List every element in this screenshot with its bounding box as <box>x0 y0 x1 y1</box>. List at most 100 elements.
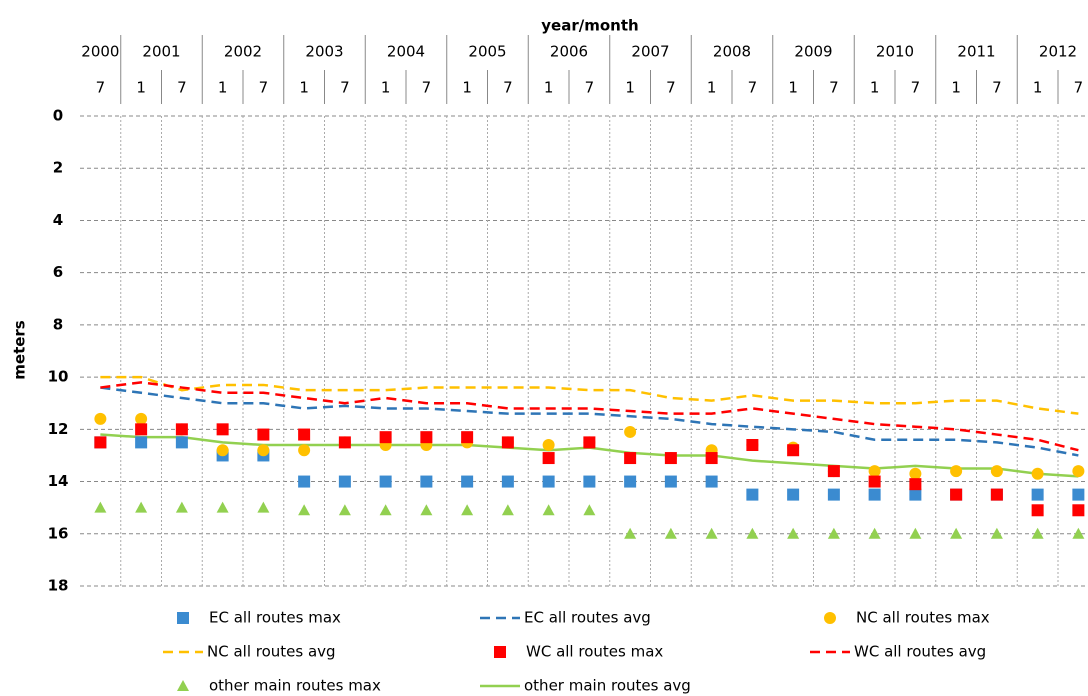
y-tick-label: 14 <box>48 472 69 490</box>
square-marker <box>705 475 718 488</box>
square-marker <box>338 436 351 449</box>
square-marker <box>94 436 107 449</box>
triangle-marker <box>135 501 148 513</box>
dashed-line <box>100 381 1079 452</box>
triangle-marker <box>94 501 107 513</box>
y-tick-label: 6 <box>53 263 63 281</box>
circle-marker <box>950 465 963 478</box>
square-marker <box>583 475 596 488</box>
square-marker <box>1072 488 1085 501</box>
month-label: 1 <box>544 79 554 97</box>
month-label: 1 <box>625 79 635 97</box>
month-label: 7 <box>340 79 350 97</box>
triangle-marker <box>257 501 270 513</box>
square-marker <box>1072 504 1085 517</box>
square-marker <box>787 488 800 501</box>
year-label: 2003 <box>305 43 343 61</box>
square-marker <box>827 465 840 478</box>
triangle-marker <box>1031 527 1044 539</box>
square-marker <box>175 436 188 449</box>
month-label: 1 <box>381 79 391 97</box>
legend-label: NC all routes avg <box>207 643 336 661</box>
year-label: 2010 <box>876 43 914 61</box>
square-marker <box>827 488 840 501</box>
square-marker <box>216 423 229 436</box>
square-marker <box>501 475 514 488</box>
month-label: 7 <box>585 79 595 97</box>
y-tick-label: 4 <box>53 211 63 229</box>
square-marker <box>338 475 351 488</box>
square-marker <box>177 612 189 624</box>
triangle-marker <box>461 504 474 516</box>
square-marker <box>494 646 506 658</box>
month-label: 1 <box>462 79 472 97</box>
month-label: 1 <box>707 79 717 97</box>
triangle-marker <box>298 504 311 516</box>
x-axis-title: year/month <box>541 17 638 35</box>
month-label: 7 <box>666 79 676 97</box>
square-marker <box>746 488 759 501</box>
legend-label: EC all routes avg <box>524 609 651 627</box>
y-tick-label: 16 <box>48 524 69 542</box>
legend-label: WC all routes avg <box>854 643 986 661</box>
square-marker <box>868 488 881 501</box>
square-marker <box>990 488 1003 501</box>
dashed-line <box>100 375 1079 415</box>
month-label: 7 <box>911 79 921 97</box>
square-marker <box>868 475 881 488</box>
square-marker <box>542 475 555 488</box>
month-label: 7 <box>829 79 839 97</box>
square-marker <box>664 475 677 488</box>
square-marker <box>950 488 963 501</box>
month-label: 7 <box>259 79 269 97</box>
square-marker <box>1031 504 1044 517</box>
square-marker <box>257 428 270 441</box>
triangle-marker <box>624 527 637 539</box>
square-marker <box>542 452 555 465</box>
circle-marker <box>216 444 229 457</box>
triangle-marker <box>177 680 189 691</box>
square-marker <box>624 452 637 465</box>
circle-marker <box>1031 467 1044 480</box>
y-tick-label: 8 <box>53 315 63 333</box>
square-marker <box>379 431 392 444</box>
year-label: 2009 <box>794 43 832 61</box>
month-label: 7 <box>748 79 758 97</box>
month-label: 7 <box>96 79 106 97</box>
triangle-marker <box>1072 527 1085 539</box>
square-marker <box>787 444 800 457</box>
triangle-marker <box>175 501 188 513</box>
legend-label: NC all routes max <box>856 609 990 627</box>
year-label: 2002 <box>224 43 262 61</box>
year-label: 2007 <box>631 43 669 61</box>
circle-marker <box>542 439 555 451</box>
month-label: 1 <box>951 79 961 97</box>
y-tick-label: 12 <box>48 420 69 438</box>
triangle-marker <box>542 504 555 516</box>
legend-label: WC all routes max <box>526 643 663 661</box>
square-marker <box>1031 488 1044 501</box>
year-label: 2004 <box>387 43 425 61</box>
square-marker <box>420 475 433 488</box>
circle-marker <box>868 465 881 478</box>
square-marker <box>379 475 392 488</box>
y-tick-label: 10 <box>48 368 69 386</box>
square-marker <box>664 452 677 465</box>
square-marker <box>298 475 311 488</box>
month-label: 1 <box>136 79 146 97</box>
triangle-marker <box>746 527 759 539</box>
triangle-marker <box>909 527 922 539</box>
circle-marker <box>624 425 637 438</box>
triangle-marker <box>787 527 800 539</box>
square-marker <box>501 436 514 449</box>
month-label: 1 <box>870 79 880 97</box>
year-label: 2012 <box>1039 43 1077 61</box>
triangle-marker <box>338 504 351 516</box>
legend-label: other main routes max <box>209 677 381 695</box>
triangle-marker <box>705 527 718 539</box>
square-marker <box>909 488 922 501</box>
circle-marker <box>1072 465 1085 478</box>
circle-marker <box>990 465 1003 478</box>
square-marker <box>624 475 637 488</box>
